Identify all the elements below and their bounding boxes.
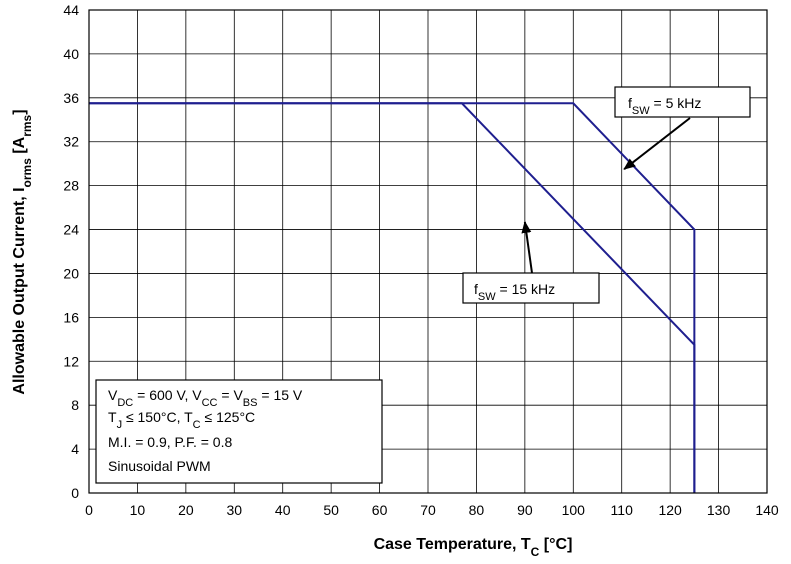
y-tick-label: 20 [63,265,79,281]
y-tick-label: 24 [63,222,79,238]
y-tick-label: 32 [63,134,79,150]
x-tick-label: 130 [707,502,731,518]
annotation-5khz-label: fSW = 5 kHz [628,95,701,117]
x-tick-label: 80 [469,502,485,518]
y-tick-label: 8 [71,397,79,413]
y-tick-labels: 0 4 8 12 16 20 24 28 32 36 40 44 [63,2,79,501]
annotation-15khz: fSW = 15 kHz [462,220,600,304]
conditions-line-3: M.I. = 0.9, P.F. = 0.8 [108,434,232,450]
x-tick-label: 90 [517,502,533,518]
y-tick-label: 36 [63,90,79,106]
conditions-line-2: TJ ≤ 150°C, TC ≤ 125°C [108,409,255,431]
x-tick-label: 50 [323,502,339,518]
x-tick-label: 30 [226,502,242,518]
annotation-5khz: fSW = 5 kHz [614,86,751,170]
y-tick-label: 40 [63,46,79,62]
y-axis-title: Allowable Output Current, Iorms [Arms] [11,109,34,394]
y-tick-label: 12 [63,353,79,369]
annotation-5khz-box [614,86,751,118]
annotation-5khz-arrow [623,117,691,170]
x-tick-label: 0 [85,502,93,518]
x-tick-label: 20 [178,502,194,518]
x-tick-labels: 0 10 20 30 40 50 60 70 80 90 100 110 120 130 140 [85,502,779,518]
y-tick-label: 0 [71,485,79,501]
annotation-15khz-arrow [521,220,533,274]
x-tick-label: 70 [420,502,436,518]
series-line-15khz [89,102,696,493]
x-tick-label: 120 [658,502,682,518]
conditions-line-4: Sinusoidal PWM [108,458,211,474]
y-tick-label: 4 [71,441,79,457]
x-tick-label: 100 [562,502,586,518]
x-tick-label: 40 [275,502,291,518]
conditions-box-frame [95,379,383,484]
conditions-box: VDC = 600 V, VCC = VBS = 15 V TJ ≤ 150°C… [95,379,383,484]
x-tick-label: 110 [611,502,634,518]
x-tick-label: 140 [755,502,779,518]
y-tick-label: 28 [63,178,79,194]
annotation-15khz-box [462,272,600,304]
x-tick-label: 60 [372,502,388,518]
plot-frame [88,9,768,494]
conditions-line-1: VDC = 600 V, VCC = VBS = 15 V [108,387,303,409]
y-tick-label: 16 [63,309,79,325]
y-tick-label: 44 [63,2,79,18]
x-tick-label: 10 [130,502,146,518]
x-axis-title: Case Temperature, TC [°C] [374,536,573,559]
annotation-15khz-label: fSW = 15 kHz [474,281,555,303]
